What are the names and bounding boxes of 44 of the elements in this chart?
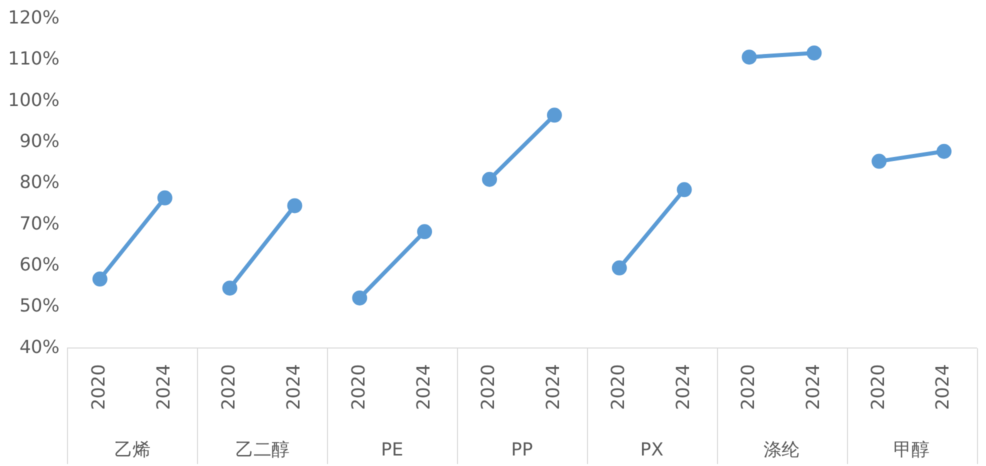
x-tick-label: 2024 [413, 364, 434, 410]
x-tick-label: 2020 [738, 364, 759, 410]
y-tick-label: 110% [8, 48, 60, 70]
point [287, 198, 302, 214]
point [92, 272, 108, 287]
text: 涤纶 [764, 440, 800, 461]
point [936, 144, 952, 159]
y-tick-label: 60% [19, 254, 60, 276]
point [222, 280, 238, 296]
y-tick-label: 120% [8, 7, 60, 28]
x-tick-label: 2024 [932, 364, 954, 410]
x-tick-label: 2020 [218, 364, 240, 410]
point [872, 154, 887, 169]
x-tick-label: 2024 [672, 364, 694, 410]
x-tick-label: 2024 [154, 364, 175, 410]
y-tick-label: 50% [19, 296, 60, 317]
y-tick-label: 40% [19, 336, 60, 358]
point [676, 182, 692, 198]
x-tick-label: 2020 [608, 364, 630, 410]
point [806, 45, 822, 60]
point [352, 290, 368, 306]
point [157, 190, 172, 206]
x-tick-label: 2020 [348, 364, 370, 410]
x-tick-label: 2020 [868, 364, 889, 410]
text: PP [511, 440, 533, 461]
y-tick-label: 90% [19, 130, 60, 152]
point [742, 50, 757, 65]
text: PX [640, 440, 664, 461]
x-tick-label: 2024 [543, 364, 564, 410]
point [482, 172, 498, 187]
point [417, 224, 432, 240]
y-tick-label: 80% [19, 172, 60, 194]
y-tick-label: 100% [8, 90, 60, 111]
text: 乙烯 [114, 440, 150, 461]
point [612, 260, 627, 276]
point [546, 108, 562, 123]
text: 乙二醇 [235, 440, 290, 461]
y-tick-label: 70% [19, 213, 60, 234]
text: 甲醇 [894, 440, 930, 461]
text: PE [381, 440, 404, 461]
x-tick-label: 2024 [802, 364, 824, 410]
x-tick-label: 2020 [88, 364, 110, 410]
x-tick-label: 2024 [283, 364, 304, 410]
x-tick-label: 2020 [478, 364, 500, 410]
